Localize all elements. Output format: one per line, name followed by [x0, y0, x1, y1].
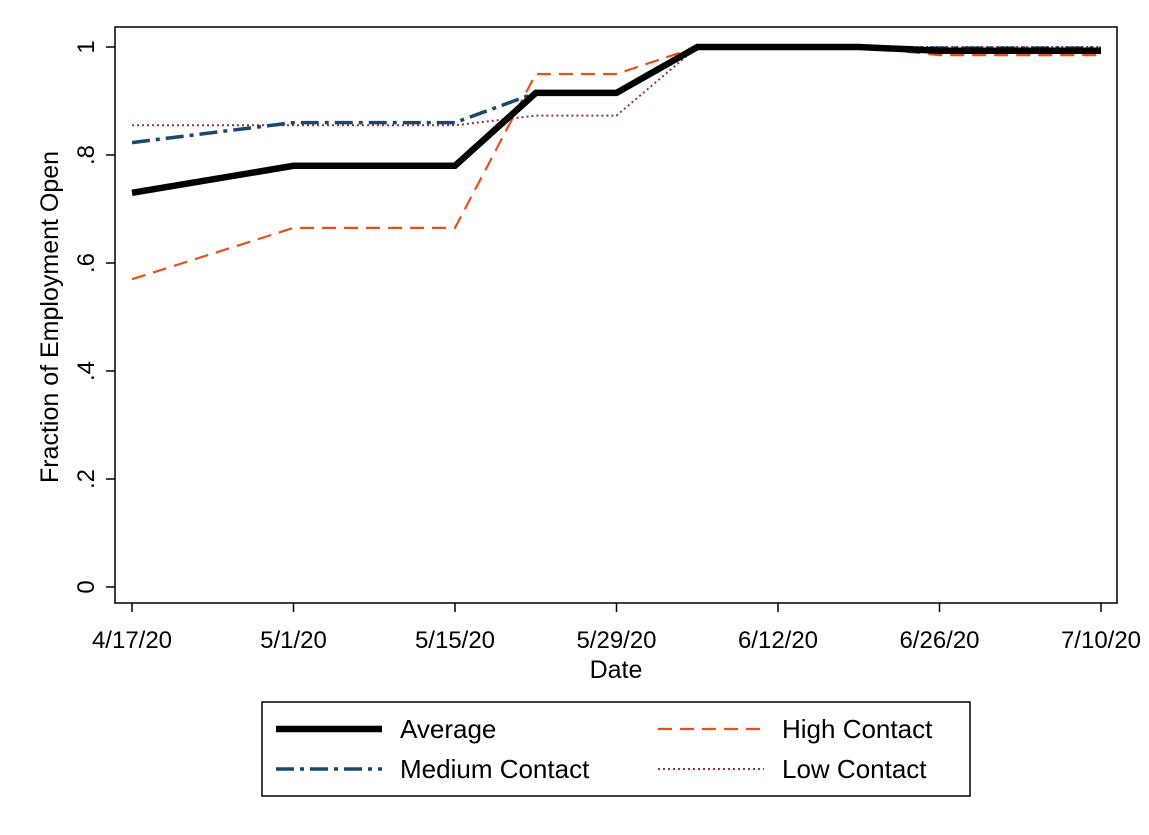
x-axis-title: Date: [590, 656, 643, 684]
y-tick-label: .4: [73, 361, 100, 381]
y-tick-label: .6: [73, 253, 100, 273]
x-tick-label: 5/15/20: [415, 627, 495, 654]
y-tick-label: .2: [73, 469, 100, 489]
x-tick-label: 7/10/20: [1061, 627, 1141, 654]
legend-items: Average High Contact Medium Contact Low Con…: [276, 714, 933, 784]
y-axis-title: Fraction of Employment Open: [36, 151, 64, 483]
x-tick-label: 6/26/20: [899, 627, 979, 654]
y-tick-label: 1: [73, 40, 100, 53]
x-axis: 4/17/20 5/1/20 5/15/20 5/29/20 6/12/20 6/26/2…: [92, 603, 1141, 654]
legend-label: Low Contact: [782, 754, 927, 784]
x-tick-label: 5/29/20: [576, 627, 656, 654]
y-tick-label: 0: [73, 580, 100, 593]
legend: Average High Contact Medium Contact Low Con…: [261, 701, 971, 797]
plot-frame: [114, 26, 1118, 604]
legend-label: Medium Contact: [400, 754, 590, 784]
series-line-average: [131, 43, 1101, 197]
series-layer: [131, 43, 1102, 281]
x-tick-label: 5/1/20: [260, 627, 327, 654]
legend-label: High Contact: [782, 714, 933, 744]
legend-frame: [261, 701, 971, 797]
y-tick-label: .8: [73, 145, 100, 165]
x-tick-label: 4/17/20: [92, 627, 172, 654]
legend-label: Average: [400, 714, 496, 744]
y-axis: 0 .2 .4 .6 .8 1: [73, 40, 115, 594]
x-tick-label: 6/12/20: [738, 627, 818, 654]
